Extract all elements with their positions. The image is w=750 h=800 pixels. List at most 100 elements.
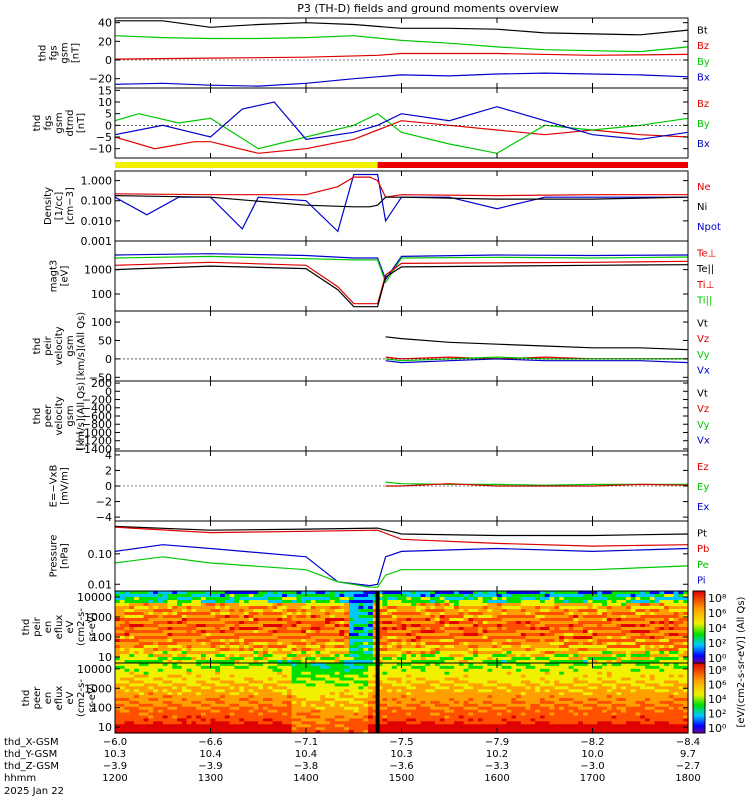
spectrogram-cell — [325, 621, 331, 625]
spectrogram-cell — [282, 724, 288, 728]
spectrogram-cell — [616, 600, 622, 604]
spectrogram-cell — [559, 597, 565, 601]
spectrogram-cell — [516, 645, 522, 649]
spectrogram-cell — [377, 633, 384, 637]
spectrogram-cell — [329, 718, 336, 722]
spectrogram-cell — [248, 712, 255, 717]
spectrogram-cell — [664, 597, 670, 601]
spectrogram-cell — [368, 700, 374, 705]
spectrogram-cell — [220, 715, 226, 720]
spectrogram-cell — [420, 698, 426, 702]
spectrogram-cell — [267, 721, 274, 725]
spectrogram-cell — [391, 730, 398, 734]
spectrogram-cell — [549, 648, 555, 652]
spectrogram-cell — [277, 703, 283, 708]
spectrogram-cell — [506, 660, 512, 664]
spectrogram-cell — [315, 618, 321, 622]
spectrogram-cell — [606, 624, 613, 628]
spectrogram-cell — [406, 606, 412, 610]
spectrogram-cell — [487, 654, 493, 658]
spectrogram-cell — [239, 642, 245, 646]
spectrogram-cell — [401, 712, 407, 717]
spectrogram-cell — [282, 657, 288, 661]
y-axis-label: [nT] — [71, 43, 82, 63]
spectrogram-cell — [229, 654, 235, 658]
spectrogram-cell — [458, 700, 465, 705]
spectrogram-cell — [243, 654, 250, 658]
spectrogram-cell — [320, 677, 326, 682]
spectrogram-cell — [243, 609, 250, 613]
spectrogram-cell — [334, 657, 341, 661]
spectrogram-cell — [582, 615, 589, 619]
spectrogram-cell — [645, 600, 651, 604]
spectrogram-cell — [363, 698, 369, 702]
spectrogram-cell — [224, 689, 231, 693]
spectrogram-cell — [296, 665, 302, 670]
spectrogram-cell — [191, 615, 197, 619]
spectrogram-cell — [668, 657, 675, 661]
spectrogram-cell — [396, 700, 403, 705]
spectrogram-cell — [391, 668, 398, 673]
spectrogram-cell — [239, 606, 245, 610]
spectrogram-cell — [363, 730, 369, 734]
spectrogram-cell — [263, 645, 269, 649]
spectrogram-cell — [401, 677, 407, 682]
spectrogram-cell — [334, 642, 341, 646]
spectrogram-cell — [286, 618, 293, 622]
spectrogram-cell — [162, 630, 169, 634]
spectrogram-cell — [573, 624, 579, 628]
spectrogram-cell — [267, 591, 274, 595]
spectrogram-cell — [239, 648, 245, 652]
spectrogram-cell — [301, 709, 307, 714]
spectrogram-cell — [401, 709, 407, 714]
spectrogram-cell — [200, 706, 207, 711]
spectrogram-cell — [578, 627, 584, 631]
spectrogram-cell — [649, 621, 656, 625]
spectrogram-cell — [229, 689, 235, 693]
spectrogram-cell — [406, 591, 412, 595]
panel-frame — [114, 240, 689, 312]
spectrogram-cell — [535, 594, 541, 598]
spectrogram-cell — [477, 636, 484, 640]
spectrogram-cell — [115, 721, 121, 725]
spectrogram-cell — [425, 677, 431, 682]
spectrogram-cell — [368, 686, 374, 690]
spectrogram-cell — [334, 718, 341, 722]
spectrogram-cell — [396, 683, 403, 687]
spectrogram-cell — [306, 660, 312, 664]
spectrogram-cell — [205, 698, 212, 702]
y-tick-label: −5 — [96, 131, 112, 144]
spectrogram-cell — [296, 651, 302, 655]
spectrogram-cell — [368, 627, 374, 631]
spectrogram-cell — [606, 609, 613, 613]
spectrogram-cell — [286, 630, 293, 634]
spectrogram-cell — [511, 618, 517, 622]
spectrogram-cell — [167, 630, 173, 634]
spectrogram-cell — [243, 665, 250, 670]
spectrogram-cell — [664, 612, 670, 616]
spectrogram-cell — [148, 615, 154, 619]
spectrogram-cell — [554, 609, 560, 613]
spectrogram-cell — [348, 621, 355, 625]
spectrogram-cell — [401, 683, 407, 687]
spectrogram-cell — [444, 657, 450, 661]
spectrogram-cell — [253, 665, 259, 670]
spectrogram-cell — [306, 671, 312, 676]
spectrogram-cell — [325, 609, 331, 613]
spectrogram-cell — [325, 594, 331, 598]
spectrogram-cell — [530, 615, 536, 619]
spectrogram-cell — [463, 657, 469, 661]
spectrogram-cell — [339, 663, 345, 667]
spectrogram-cell — [134, 683, 140, 687]
spectrogram-cell — [329, 712, 336, 717]
spectrogram-cell — [205, 724, 212, 728]
spectrogram-cell — [387, 721, 393, 725]
spectrogram-cell — [530, 618, 536, 622]
spectrogram-cell — [143, 663, 150, 667]
spectrogram-cell — [186, 600, 193, 604]
spectrogram-cell — [449, 612, 455, 616]
spectrogram-cell — [119, 730, 126, 734]
spectrogram-cell — [454, 657, 460, 661]
spectrogram-cell — [511, 657, 517, 661]
